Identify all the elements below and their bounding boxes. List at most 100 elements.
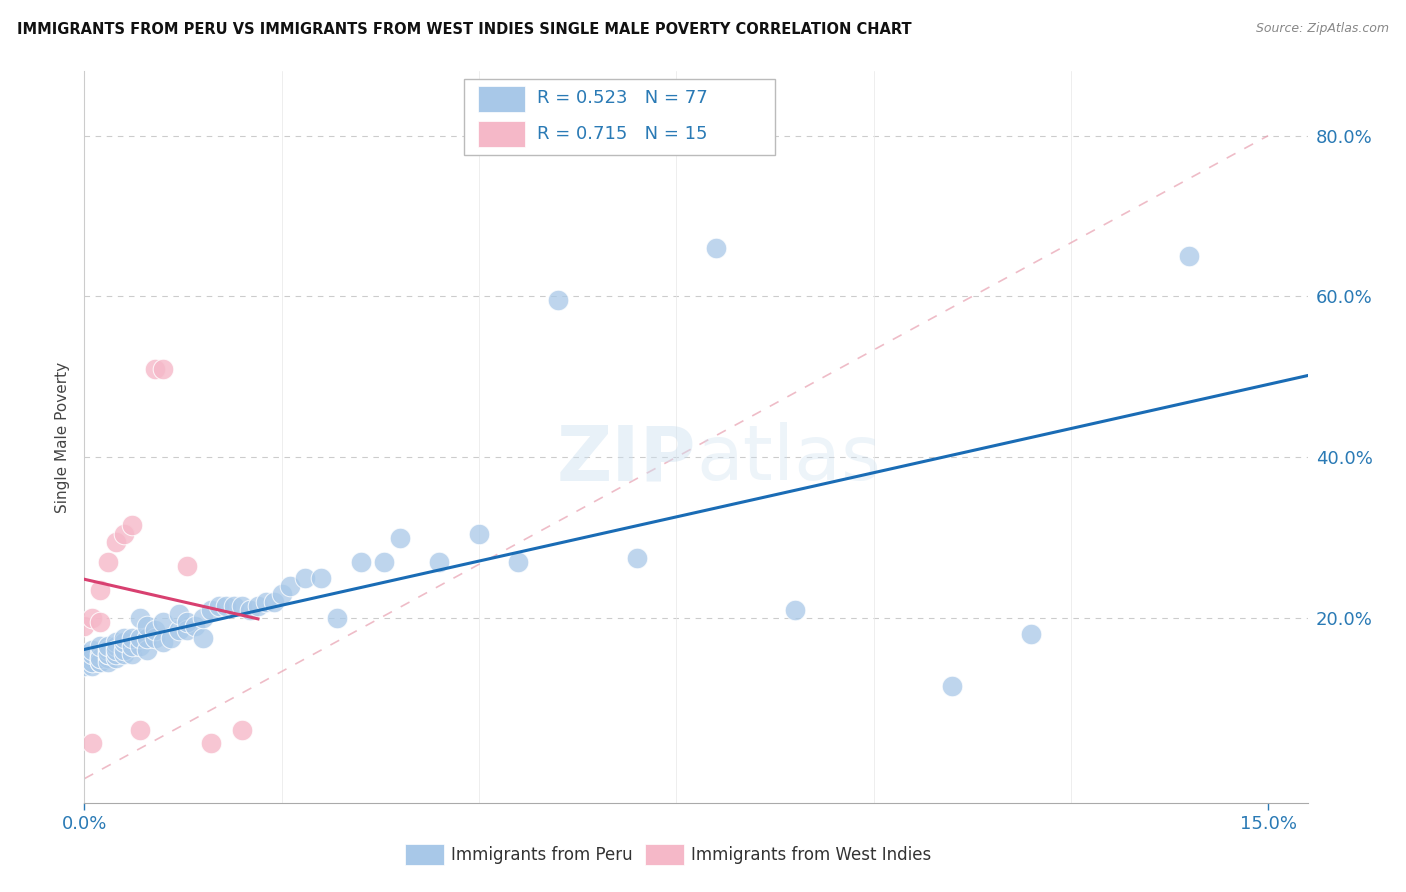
Point xyxy=(167,607,190,621)
Point xyxy=(239,603,262,617)
Point xyxy=(145,623,167,637)
Point xyxy=(121,647,143,661)
Point xyxy=(82,643,104,657)
Point xyxy=(160,631,183,645)
Text: Immigrants from West Indies: Immigrants from West Indies xyxy=(692,846,931,863)
Point xyxy=(373,555,395,569)
Point xyxy=(783,603,806,617)
Point xyxy=(82,651,104,665)
Point xyxy=(89,651,111,665)
Point xyxy=(136,631,159,645)
Point xyxy=(309,571,332,585)
Point xyxy=(128,639,150,653)
Point xyxy=(1178,249,1201,263)
Point xyxy=(73,619,96,633)
Point xyxy=(626,550,648,565)
Point xyxy=(278,579,301,593)
Point xyxy=(429,555,451,569)
Point xyxy=(97,639,120,653)
Bar xyxy=(478,86,524,112)
Point xyxy=(89,582,111,597)
Point xyxy=(104,651,127,665)
Point xyxy=(200,603,222,617)
Point xyxy=(224,599,246,613)
Point xyxy=(82,655,104,669)
Point xyxy=(128,611,150,625)
Point xyxy=(112,526,135,541)
Point xyxy=(121,518,143,533)
FancyBboxPatch shape xyxy=(464,78,776,155)
Point xyxy=(104,639,127,653)
Point xyxy=(231,599,253,613)
Point xyxy=(184,619,207,633)
Point xyxy=(246,599,269,613)
Text: R = 0.523   N = 77: R = 0.523 N = 77 xyxy=(537,89,707,107)
Point xyxy=(191,631,214,645)
Point xyxy=(104,534,127,549)
Point xyxy=(1021,627,1043,641)
Point xyxy=(112,631,135,645)
Point xyxy=(145,631,167,645)
Point xyxy=(97,643,120,657)
Point xyxy=(97,655,120,669)
Text: IMMIGRANTS FROM PERU VS IMMIGRANTS FROM WEST INDIES SINGLE MALE POVERTY CORRELAT: IMMIGRANTS FROM PERU VS IMMIGRANTS FROM … xyxy=(17,22,911,37)
Point xyxy=(547,293,569,308)
Point xyxy=(128,723,150,738)
Point xyxy=(82,735,104,749)
Point xyxy=(89,655,111,669)
Point xyxy=(152,361,174,376)
Point xyxy=(145,361,167,376)
Point xyxy=(207,599,229,613)
Point xyxy=(704,241,727,255)
Point xyxy=(215,599,238,613)
Point xyxy=(89,639,111,653)
Point xyxy=(97,651,120,665)
Point xyxy=(191,611,214,625)
Point xyxy=(136,619,159,633)
Point xyxy=(254,595,277,609)
Y-axis label: Single Male Poverty: Single Male Poverty xyxy=(55,361,70,513)
Point xyxy=(152,635,174,649)
Point xyxy=(121,639,143,653)
Point xyxy=(263,595,285,609)
Point xyxy=(104,647,127,661)
Point xyxy=(468,526,491,541)
Point xyxy=(89,647,111,661)
Point xyxy=(104,643,127,657)
Point xyxy=(104,635,127,649)
Point xyxy=(82,611,104,625)
Point xyxy=(112,643,135,657)
Point xyxy=(508,555,530,569)
Point xyxy=(89,615,111,629)
Text: ZIP: ZIP xyxy=(557,422,696,496)
Point xyxy=(270,587,292,601)
Point xyxy=(73,659,96,673)
Point xyxy=(349,555,371,569)
Point xyxy=(326,611,349,625)
Point xyxy=(82,647,104,661)
Point xyxy=(167,623,190,637)
Point xyxy=(231,723,253,738)
Point xyxy=(176,615,198,629)
Point xyxy=(97,647,120,661)
Point xyxy=(294,571,316,585)
Point xyxy=(176,623,198,637)
Point xyxy=(176,558,198,573)
Point xyxy=(200,735,222,749)
Bar xyxy=(405,845,444,865)
Text: R = 0.715   N = 15: R = 0.715 N = 15 xyxy=(537,125,707,144)
Point xyxy=(97,555,120,569)
Text: atlas: atlas xyxy=(696,422,880,496)
Point xyxy=(112,647,135,661)
Point xyxy=(82,655,104,669)
Bar xyxy=(644,845,683,865)
Point xyxy=(128,631,150,645)
Point xyxy=(136,643,159,657)
Bar xyxy=(478,121,524,146)
Point xyxy=(89,651,111,665)
Point xyxy=(73,647,96,661)
Text: Immigrants from Peru: Immigrants from Peru xyxy=(451,846,633,863)
Point xyxy=(121,631,143,645)
Point xyxy=(112,635,135,649)
Point xyxy=(82,659,104,673)
